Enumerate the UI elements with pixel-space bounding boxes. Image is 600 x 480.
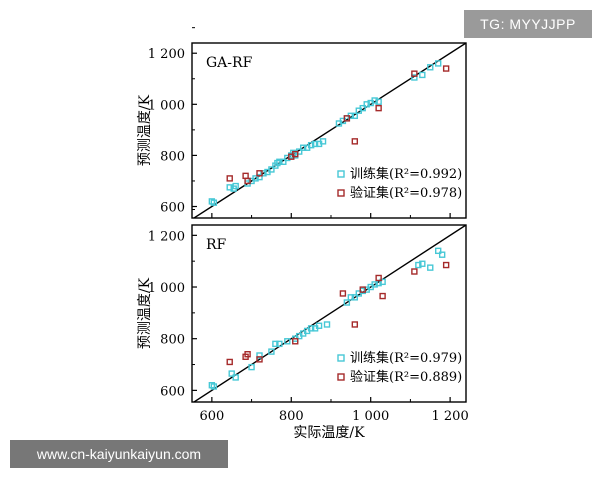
legend-marker [338,374,344,380]
legend-label: 验证集(R²=0.978) [350,185,462,201]
legend-label: 验证集(R²=0.889) [350,369,462,385]
x-tick-label: 600 [199,409,224,424]
panel-title: RF [206,237,227,253]
watermark-bottom-left: www.cn-kaiyunkaiyun.com [10,440,228,468]
watermark-top-right: TG: MYYJJPP [464,10,592,38]
y-tick-label: 1 200 [148,229,185,244]
y-tick-label: 800 [160,333,185,348]
panel-title: GA-RF [206,55,253,71]
train-point [325,322,330,327]
panel-ga-rf: 600 800 1 000 1 200 预测温度/K GA-RF 训练集(R²=0.992)… [137,28,466,220]
validation-point [340,291,345,296]
panel-rf: 600 800 1 000 1 200 600 800 1 000 1 200 预测温度/K RF… [137,209,469,424]
validation-point [227,176,232,181]
y-tick-label: 600 [160,384,185,399]
validation-point [352,322,357,327]
y-axis-label: 预测温度/K [137,277,153,349]
y-tick-label: 800 [160,149,185,164]
validation-point [380,294,385,299]
train-point [420,72,425,77]
train-point [428,265,433,270]
validation-point [444,66,449,71]
y-tick-label: 1 200 [148,47,185,62]
validation-point [243,173,248,178]
validation-point [376,106,381,111]
validation-point [352,139,357,144]
validation-point [412,269,417,274]
x-tick-label: 800 [279,409,304,424]
legend-marker [338,190,344,196]
y-tick-label: 1 000 [148,281,185,296]
x-tick-label: 1 200 [432,409,469,424]
validation-point [227,359,232,364]
y-tick-label: 1 000 [148,98,185,113]
legend-marker [338,355,344,361]
y-axis-label: 预测温度/K [137,94,153,166]
legend-label: 训练集(R²=0.979) [350,350,462,366]
x-tick-label: 1 000 [352,409,389,424]
legend-marker [338,171,344,177]
y-tick-label: 600 [160,201,185,216]
validation-point [444,263,449,268]
x-axis-label: 实际温度/K [293,425,365,441]
legend-label: 训练集(R²=0.992) [350,166,462,182]
